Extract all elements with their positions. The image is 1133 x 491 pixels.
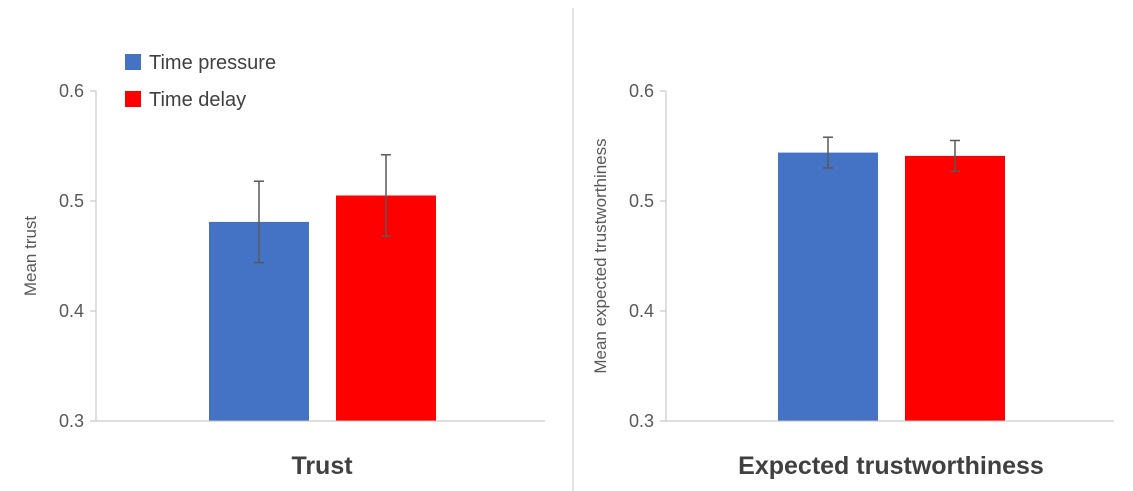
y-tick-label: 0.5	[629, 191, 654, 211]
y-tick-label: 0.3	[59, 411, 84, 431]
bar-time-pressure	[778, 152, 878, 421]
y-axis-title: Mean expected trustworthiness	[591, 138, 610, 373]
chart-expected-trustworthiness: 0.3 0.4 0.5 0.6 Expected trustworthiness Mean…	[591, 81, 1114, 480]
y-tick-label: 0.6	[629, 81, 654, 101]
legend-swatch-time-pressure	[125, 54, 141, 70]
y-tick-label: 0.5	[59, 191, 84, 211]
chart-title: Trust	[291, 452, 353, 480]
y-tick-label: 0.4	[629, 301, 654, 321]
chart-trust: 0.3 0.4 0.5 0.6 Trust Mean trust	[21, 81, 545, 480]
y-tick-label: 0.3	[629, 411, 654, 431]
legend-label-time-delay: Time delay	[149, 89, 246, 111]
y-tick-label: 0.6	[59, 81, 84, 101]
bar-time-delay	[905, 155, 1005, 421]
legend-swatch-time-delay	[125, 91, 141, 107]
y-axis-title: Mean trust	[21, 216, 40, 297]
legend-label-time-pressure: Time pressure	[149, 52, 276, 74]
legend: Time pressure Time delay	[125, 52, 276, 111]
chart-title: Expected trustworthiness	[738, 452, 1044, 480]
y-tick-label: 0.4	[59, 301, 84, 321]
